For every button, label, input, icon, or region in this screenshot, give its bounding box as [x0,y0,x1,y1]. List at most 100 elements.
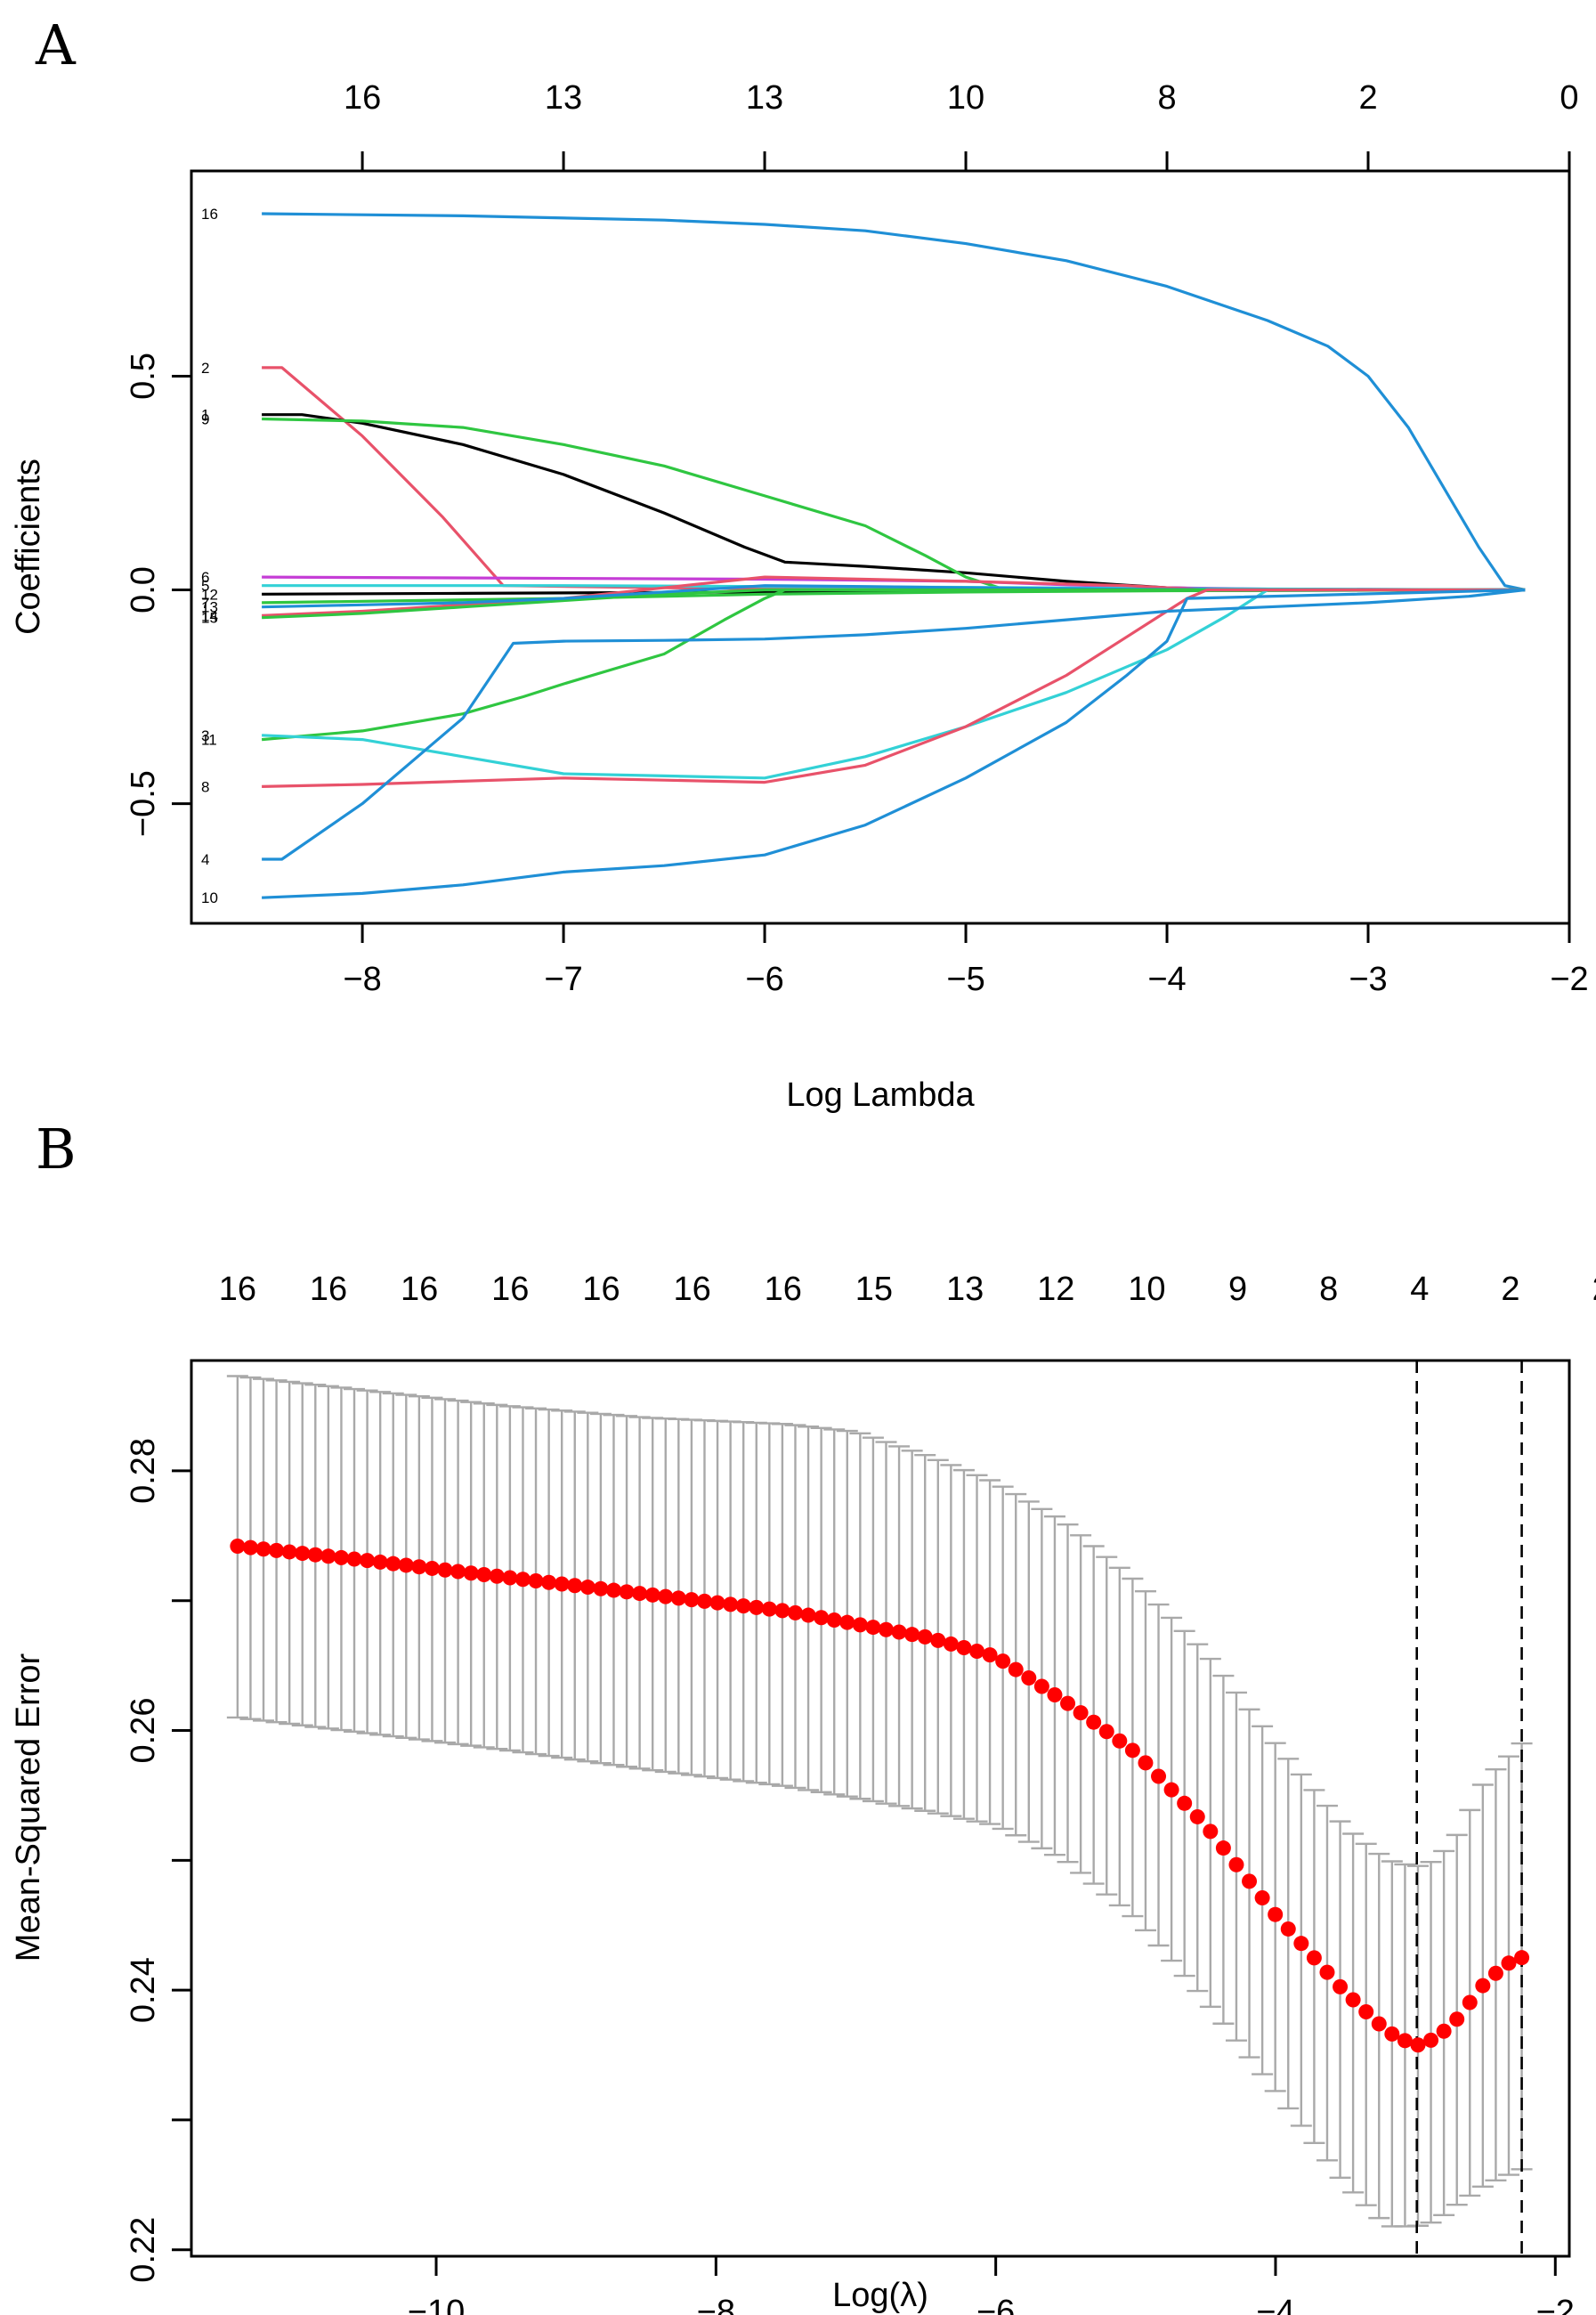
mse-point [1333,1978,1349,1994]
mse-point [956,1639,972,1655]
mse-point [398,1557,414,1573]
mse-point [684,1592,700,1608]
panel-b-reference-lines [1415,1361,1523,2256]
coef-line-4 [262,588,1526,861]
mse-point [593,1580,609,1596]
coef-line-label: 2 [201,360,209,377]
y-tick-label: −0.5 [125,770,162,837]
coef-line-label: 1 [201,407,209,424]
mse-point [749,1599,765,1615]
mse-point [1306,1950,1322,1966]
mse-point [372,1554,388,1570]
x-tick-label: −7 [544,961,582,998]
mse-point [346,1551,362,1567]
y-tick-label: 0.0 [125,566,162,613]
top-axis-label: 15 [855,1271,893,1308]
coef-line-8 [262,588,1526,788]
mse-point [1384,2026,1400,2042]
top-axis-label: 12 [1037,1271,1074,1308]
panel-b-top-axis: 16 16 16 16 16 16 16 15 13 12 10 9 8 4 2 2 [219,1271,1596,1308]
top-axis-label: 13 [946,1271,984,1308]
coef-line-label: 5 [201,578,209,595]
panel-b-plot-frame [190,1359,1571,2258]
mse-point [1033,1678,1049,1694]
mse-point [528,1573,544,1589]
top-axis-label: 16 [219,1271,256,1308]
top-tick-label: 13 [746,79,783,117]
mse-point [723,1596,739,1612]
y-tick-label: 0.5 [125,353,162,400]
x-tick-label: −8 [343,961,381,998]
mse-point [476,1566,492,1582]
panel-b-letter: B [36,1117,77,1182]
top-axis-label: 2 [1592,1271,1596,1308]
coef-line-10 [262,588,1526,899]
mse-point [450,1564,466,1580]
y-tick-label: 0.24 [125,1957,162,2023]
panel-a-x-axis-title: Log Lambda [786,1076,975,1114]
mse-point [735,1598,751,1614]
mse-point [891,1624,907,1640]
mse-point [1475,1978,1491,1994]
mse-point [1060,1695,1076,1711]
mse-point [281,1544,297,1560]
top-tick-label: 13 [545,79,582,117]
mse-point [567,1578,583,1594]
mse-point [1151,1768,1167,1784]
panel-a-top-axis: 16 13 13 10 8 2 0 [344,79,1579,171]
mse-point [437,1562,453,1578]
x-tick-label: −10 [408,2294,465,2315]
top-axis-label: 16 [673,1271,710,1308]
mse-point [1138,1755,1154,1771]
mse-point [411,1559,427,1575]
mse-point [1436,2023,1452,2039]
mse-point [424,1560,440,1576]
mse-point [1228,1856,1244,1872]
mse-point [670,1590,686,1606]
mse-point [644,1587,660,1603]
mse-point [982,1647,998,1663]
mse-point [1008,1661,1024,1677]
panel-a-plot-frame [190,169,1571,925]
mse-point [1358,2004,1374,2020]
mse-point [1163,1782,1179,1798]
mse-point [852,1617,868,1633]
panel-b-x-axis-title: Log(λ) [832,2277,928,2314]
coef-line-label: 14 [201,607,218,624]
panel-b: B −10 −8 −6 −4 −2 0.220.240.260.28 16 16 16 16 1… [10,1117,1596,2315]
mse-point [463,1565,479,1581]
panel-b-points [230,1538,1530,2053]
panel-a-y-axis: −0.5 0.0 0.5 [125,353,191,837]
x-tick-label: −5 [946,961,984,998]
top-tick-label: 0 [1560,79,1578,117]
coef-line-3 [261,588,1526,742]
mse-point [1215,1840,1231,1856]
mse-point [619,1584,635,1600]
top-axis-label: 16 [491,1271,529,1308]
mse-point [1047,1686,1063,1702]
mse-point [1073,1705,1089,1721]
top-tick-label: 10 [947,79,984,117]
mse-point [1487,1965,1503,1981]
top-axis-label: 16 [401,1271,438,1308]
mse-point [489,1568,505,1584]
mse-point [995,1653,1011,1669]
top-axis-label: 16 [310,1271,347,1308]
mse-point [360,1553,376,1569]
mse-point [879,1621,895,1637]
mse-point [1124,1742,1140,1759]
mse-point [1449,2011,1465,2027]
top-axis-label: 16 [765,1271,802,1308]
mse-point [865,1620,881,1636]
mse-point [969,1644,985,1660]
mse-point [1462,1994,1478,2010]
mse-point [1514,1950,1530,1966]
mse-point [1410,2037,1426,2053]
mse-point [774,1603,790,1619]
x-tick-label: −4 [1147,961,1186,998]
mse-point [295,1546,311,1562]
panel-b-y-axis-title: Mean-Squared Error [10,1653,47,1962]
top-axis-label: 9 [1228,1271,1247,1308]
